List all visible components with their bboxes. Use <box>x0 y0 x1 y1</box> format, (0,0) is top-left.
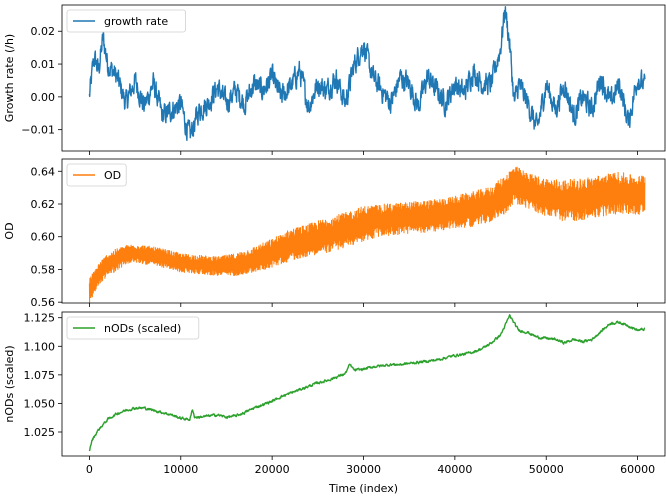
y-tick-label: −0.01 <box>21 124 55 137</box>
y-tick-label: 0.56 <box>31 296 56 309</box>
y-axis-label: OD <box>3 222 16 239</box>
legend-box <box>66 9 186 33</box>
legend-label: OD <box>104 169 121 182</box>
plot-area <box>88 6 646 142</box>
panel-1: −0.01 0.00 0.01 0.02 Growth rate (/h) growth … <box>3 4 666 155</box>
legend-box <box>66 316 200 340</box>
y-tick-label: 0.60 <box>31 231 56 244</box>
x-tick-label: 50000 <box>529 463 564 476</box>
panels: −0.01 0.00 0.01 0.02 Growth rate (/h) growth … <box>3 4 666 495</box>
y-tick-label: 1.075 <box>24 369 56 382</box>
y-tick-label: 0.00 <box>31 91 56 104</box>
legend: OD <box>66 163 127 187</box>
y-axis-label: nODs (scaled) <box>3 345 16 422</box>
y-tick-label: 0.62 <box>31 198 56 211</box>
y-tick-label: 0.64 <box>31 165 56 178</box>
y-tick-label: 1.125 <box>24 312 56 325</box>
panel-2: 0.56 0.58 0.60 0.62 0.64 OD OD <box>3 158 666 309</box>
legend: nODs (scaled) <box>66 316 200 340</box>
y-tick-label: 0.02 <box>31 25 56 38</box>
y-tick-label: 1.050 <box>24 397 56 410</box>
series-line <box>88 314 646 452</box>
legend-label: nODs (scaled) <box>104 322 181 335</box>
series-line <box>88 6 646 142</box>
plot-area <box>88 166 646 303</box>
y-tick-label: 0.58 <box>31 263 56 276</box>
y-tick-label: 1.100 <box>24 340 56 353</box>
y-tick-label: 0.01 <box>31 58 56 71</box>
x-tick-label: 30000 <box>346 463 381 476</box>
legend: growth rate <box>66 9 186 33</box>
y-axis-label: Growth rate (/h) <box>3 34 16 122</box>
x-tick-label: 60000 <box>620 463 655 476</box>
legend-box <box>66 163 127 187</box>
series-line <box>88 166 646 303</box>
x-tick-label: 0 <box>86 463 93 476</box>
legend-label: growth rate <box>104 15 168 28</box>
panel-3: 1.025 1.050 1.075 1.100 1.125 0 10000 20000 3000… <box>3 311 666 495</box>
x-tick-label: 10000 <box>163 463 198 476</box>
y-tick-label: 1.025 <box>24 426 56 439</box>
x-axis-label: Time (index) <box>328 482 398 495</box>
x-tick-label: 40000 <box>437 463 472 476</box>
x-tick-label: 20000 <box>255 463 290 476</box>
plot-area <box>88 314 646 452</box>
